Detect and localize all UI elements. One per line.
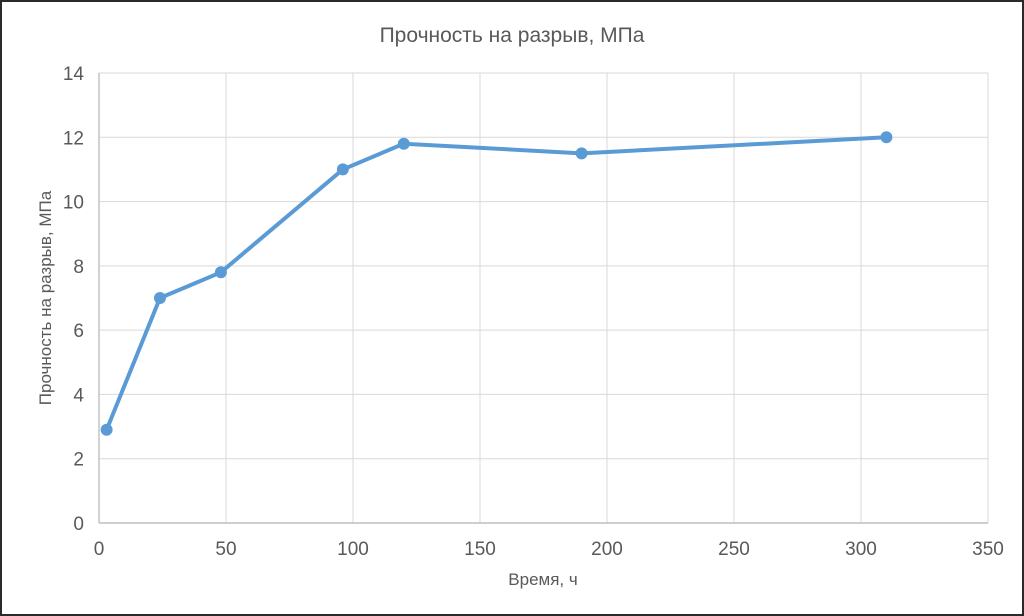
y-tick-label: 2 — [73, 450, 84, 471]
data-point-marker — [100, 423, 113, 436]
x-axis-title: Время, ч — [508, 570, 578, 589]
x-tick-label: 50 — [215, 539, 236, 560]
y-tick-label: 0 — [73, 514, 84, 535]
y-tick-label: 4 — [73, 385, 84, 406]
x-tick-label: 350 — [972, 539, 1004, 560]
data-point-marker — [880, 131, 893, 144]
data-point-marker — [214, 266, 227, 279]
x-tick-label: 0 — [94, 539, 105, 560]
y-tick-label: 14 — [63, 64, 85, 85]
y-tick-label: 10 — [63, 193, 84, 214]
x-tick-label: 250 — [718, 539, 750, 560]
y-tick-label: 6 — [73, 321, 84, 342]
x-tick-label: 200 — [591, 539, 623, 560]
x-tick-label: 100 — [337, 539, 369, 560]
data-point-marker — [153, 292, 166, 304]
data-point-marker — [397, 137, 410, 150]
x-tick-label: 300 — [845, 539, 877, 560]
y-axis-title: Прочность на разрыв, МПа — [36, 190, 55, 406]
data-series-line — [104, 135, 889, 432]
chart-title: Прочность на разрыв, МПа — [379, 24, 645, 47]
y-tick-label: 8 — [73, 257, 84, 278]
data-point-marker — [336, 163, 349, 176]
y-tick-label: 12 — [63, 128, 84, 149]
data-point-marker — [575, 147, 588, 160]
x-tick-label: 150 — [464, 539, 496, 560]
